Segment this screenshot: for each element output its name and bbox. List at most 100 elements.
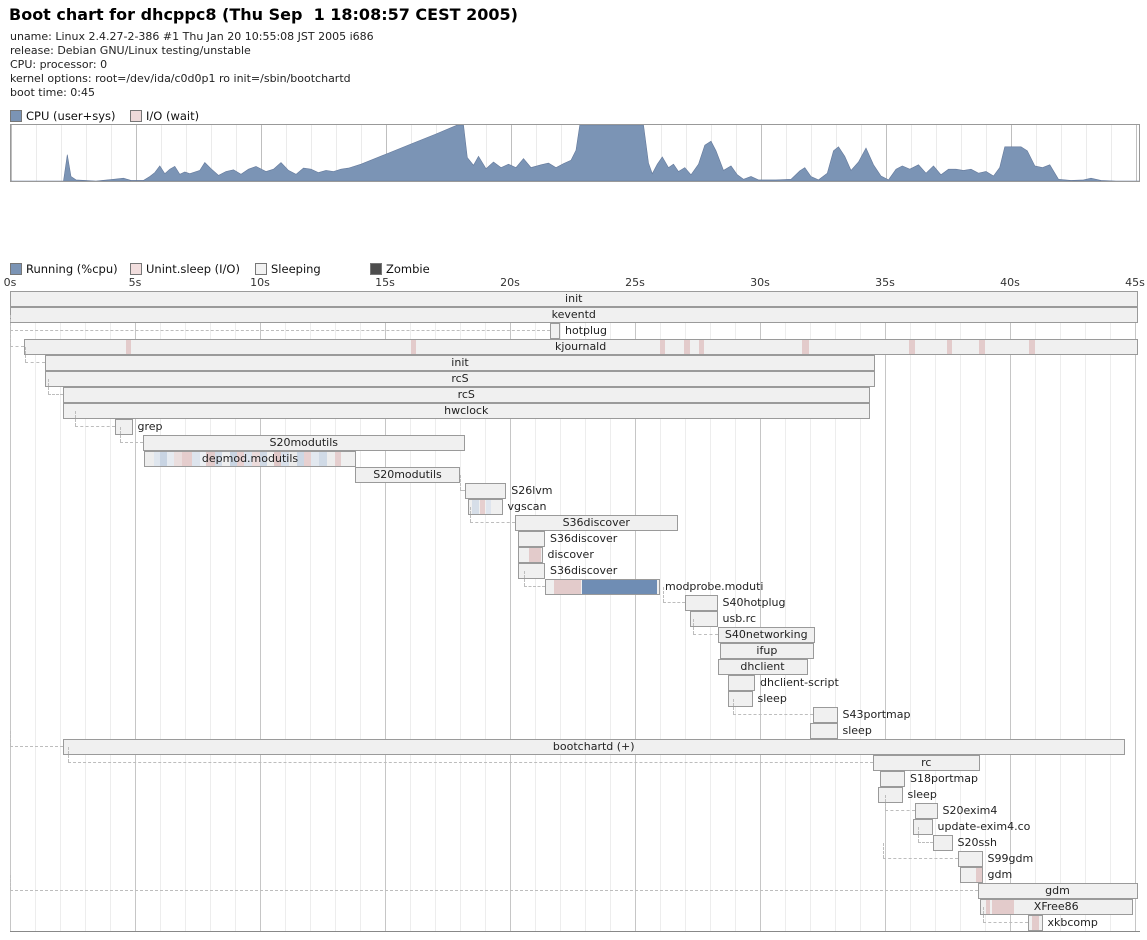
process-bar xyxy=(467,499,503,515)
process-state-segment xyxy=(908,340,915,354)
axis-tick-label: 45s xyxy=(1125,276,1145,289)
tree-connector-v xyxy=(10,731,11,746)
process-label: XFree86 xyxy=(1033,900,1079,913)
process-bar xyxy=(550,323,560,339)
process-state-segment xyxy=(153,452,160,466)
process-bar xyxy=(517,547,543,563)
cpu-area-polygon xyxy=(11,125,1139,181)
process-state-segment xyxy=(303,452,311,466)
tree-connector-h xyxy=(75,426,115,427)
legend-item: I/O (wait) xyxy=(130,109,250,123)
process-label: gdm xyxy=(987,868,1013,881)
process-bar xyxy=(880,771,905,787)
process-label: rcS xyxy=(451,372,469,385)
process-label: S36discover xyxy=(562,516,630,529)
process-state-segment xyxy=(1032,916,1039,930)
process-label: S36discover xyxy=(550,564,618,577)
process-label: depmod.modutils xyxy=(201,452,299,465)
process-state-segment xyxy=(252,452,260,466)
tree-connector-h xyxy=(692,634,718,635)
process-bar xyxy=(932,835,953,851)
process-state-segment xyxy=(192,452,200,466)
process-label: S20ssh xyxy=(957,836,997,849)
process-state-segment xyxy=(288,452,298,466)
legend-label: CPU (user+sys) xyxy=(26,109,116,123)
tree-connector-h xyxy=(982,922,1028,923)
process-state-segment xyxy=(297,452,304,466)
tree-connector-v xyxy=(120,427,121,442)
process-label: S36discover xyxy=(550,532,618,545)
tree-connector-v xyxy=(662,587,664,602)
tree-connector-h xyxy=(120,442,143,443)
cpu-utilization-chart xyxy=(10,124,1140,182)
tree-connector-v xyxy=(470,507,471,522)
tree-connector-h xyxy=(470,522,515,523)
process-bar xyxy=(685,595,718,611)
process-label: S40networking xyxy=(724,628,808,641)
process-state-segment xyxy=(978,340,985,354)
process-state-segment xyxy=(281,452,289,466)
tree-connector-v xyxy=(10,315,11,330)
legend-item: Unint.sleep (I/O) xyxy=(130,262,250,276)
legend-label: I/O (wait) xyxy=(146,109,200,123)
process-bar: S36discover xyxy=(515,515,678,531)
process-label: S99gdm xyxy=(987,852,1034,865)
tree-connector-h xyxy=(662,602,685,603)
process-label: S20modutils xyxy=(373,468,442,481)
tree-connector-h xyxy=(917,842,933,843)
process-label: S20exim4 xyxy=(942,804,998,817)
process-state-segment xyxy=(214,452,223,466)
tree-connector-v xyxy=(75,411,76,426)
process-bar xyxy=(517,563,545,579)
process-state-segment xyxy=(273,452,281,466)
process-bar xyxy=(960,867,983,883)
legend-item: Sleeping xyxy=(255,262,375,276)
tree-connector-v xyxy=(25,347,26,362)
process-state-segment xyxy=(311,452,319,466)
process-bar: kjournald xyxy=(23,339,1138,355)
legend-item: Running (%cpu) xyxy=(10,262,130,276)
process-bar: init xyxy=(10,291,1138,307)
process-bar: S20modutils xyxy=(142,435,465,451)
process-label: S18portmap xyxy=(910,772,978,785)
process-label: sleep xyxy=(842,724,872,737)
process-state-segment xyxy=(479,500,485,514)
process-label: kjournald xyxy=(555,340,607,353)
process-state-segment xyxy=(698,340,704,354)
tree-connector-v xyxy=(10,331,11,346)
tree-connector-v xyxy=(885,795,886,810)
page-title: Boot chart for dhcppc8 (Thu Sep 1 18:08:… xyxy=(9,5,518,24)
legend-label: Zombie xyxy=(386,262,430,276)
axis-tick-label: 0s xyxy=(3,276,17,289)
tree-connector-v xyxy=(67,747,69,762)
process-bar xyxy=(1027,915,1043,931)
process-label: keventd xyxy=(551,308,596,321)
boot-info-line: release: Debian GNU/Linux testing/unstab… xyxy=(10,44,251,57)
process-state-segment xyxy=(159,452,168,466)
process-state-segment xyxy=(243,452,253,466)
tree-connector-h xyxy=(523,586,545,587)
time-axis: 0s 5s 10s 15s 20s 25s 30s 35s 40s 45s xyxy=(4,276,1147,290)
process-bar xyxy=(465,483,507,499)
process-state-segment xyxy=(206,452,215,466)
process-state-segment xyxy=(1028,340,1035,354)
process-label: dhclient-script xyxy=(760,676,839,689)
process-label: gdm xyxy=(1045,884,1070,897)
process-bar: XFree86 xyxy=(980,899,1133,915)
process-label: S26lvm xyxy=(511,484,553,497)
tree-connector-v xyxy=(523,571,525,586)
process-label: usb.rc xyxy=(722,612,757,625)
process-bar: S20modutils xyxy=(355,467,460,483)
tree-connector-v xyxy=(10,875,11,890)
boot-info-line: CPU: processor: 0 xyxy=(10,58,108,71)
process-label: xkbcomp xyxy=(1047,916,1098,929)
legend-item: CPU (user+sys) xyxy=(10,109,130,123)
tree-connector-h xyxy=(10,890,978,891)
process-state-segment xyxy=(167,452,174,466)
process-label: bootchartd (+) xyxy=(552,740,635,753)
process-label: discover xyxy=(547,548,594,561)
process-bar xyxy=(517,531,545,547)
tree-connector-h xyxy=(732,714,813,715)
tree-connector-v xyxy=(460,475,461,490)
